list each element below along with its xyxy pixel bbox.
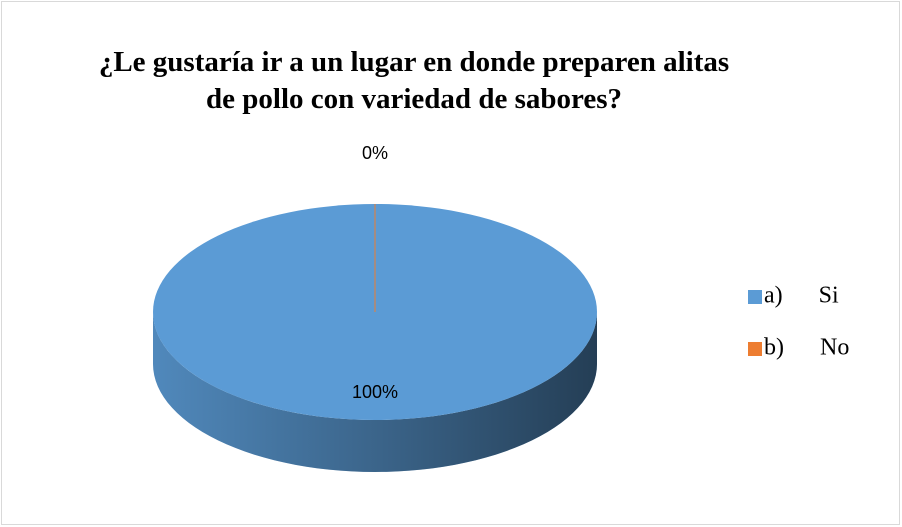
data-label: 100% <box>352 382 398 402</box>
legend-swatch <box>748 342 762 356</box>
legend-swatch <box>748 290 762 304</box>
legend-label: b) No <box>764 335 849 361</box>
pie-side-shade <box>153 312 597 472</box>
legend-label: a) Si <box>764 283 839 309</box>
chart-title: ¿Le gustaría ir a un lugar en donde prep… <box>98 46 730 115</box>
data-label: 0% <box>362 143 388 163</box>
